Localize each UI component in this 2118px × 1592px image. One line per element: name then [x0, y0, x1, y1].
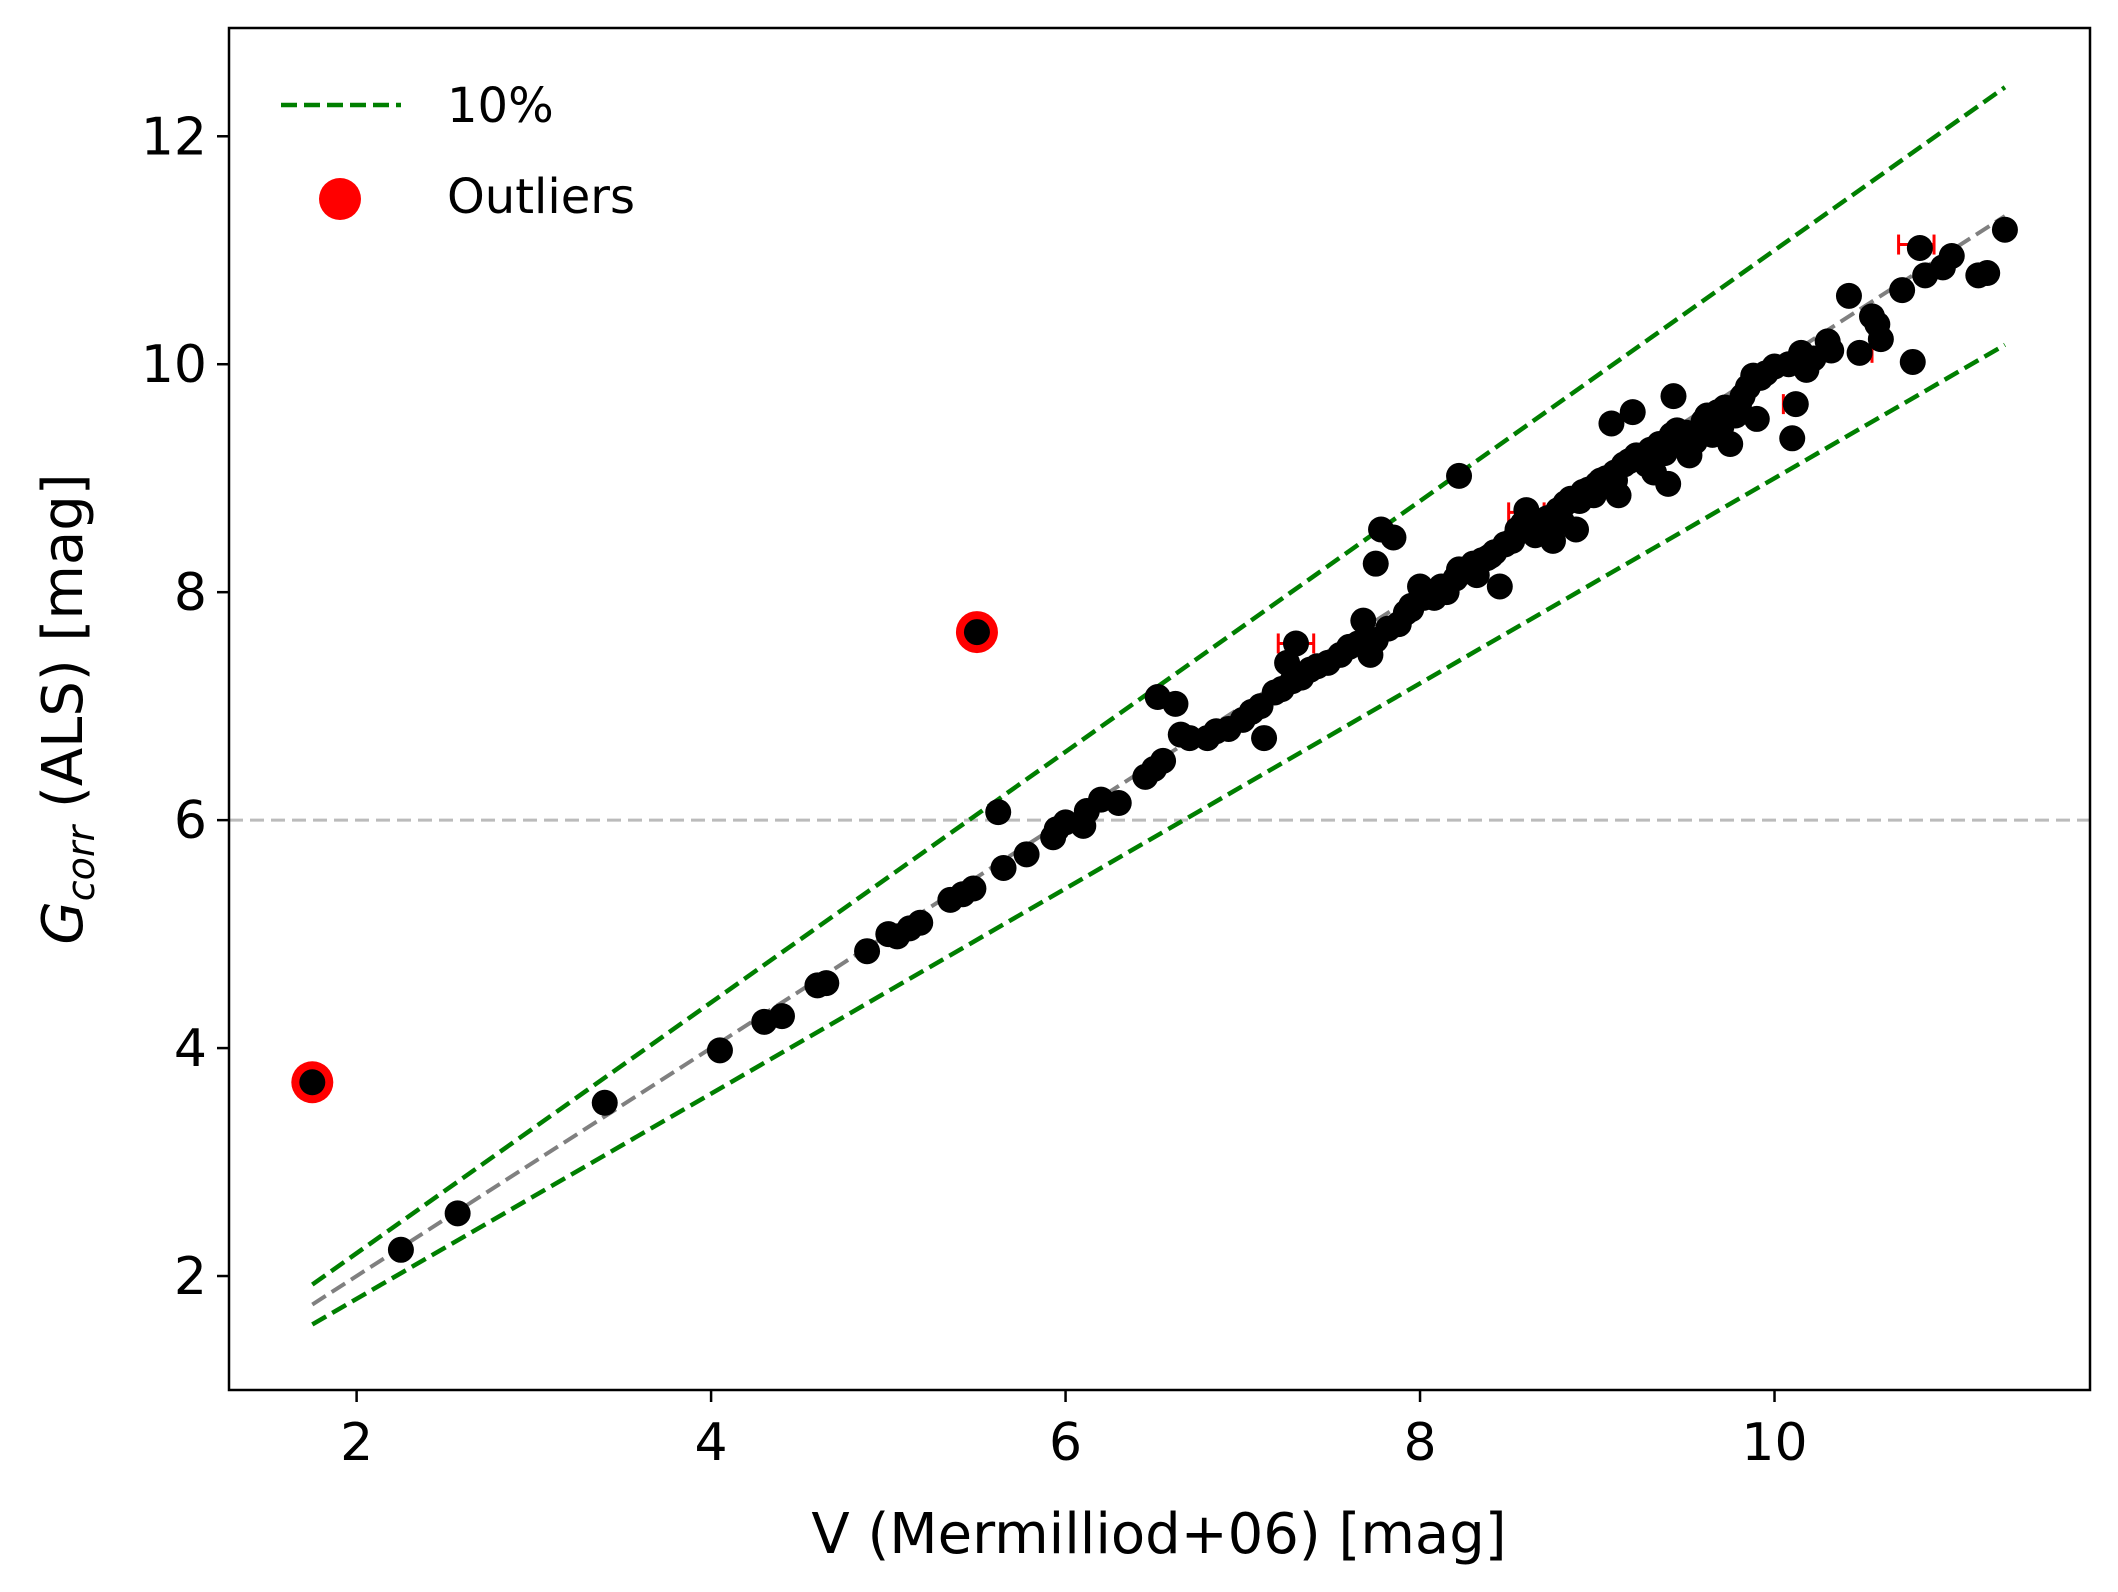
- data-point: [907, 909, 934, 936]
- data-point: [963, 619, 990, 646]
- data-point: [960, 875, 987, 902]
- data-point: [1362, 550, 1389, 577]
- data-point: [1743, 405, 1770, 432]
- data-point: [1282, 630, 1309, 657]
- data-point: [1818, 337, 1845, 364]
- data-point: [1415, 579, 1442, 606]
- legend-label-outliers: Outliers: [447, 169, 635, 225]
- y-axis-label: Gcorr (ALS) [mag]: [31, 473, 103, 944]
- data-point: [1486, 573, 1513, 600]
- y-tick-label: 2: [174, 1247, 207, 1307]
- data-point: [387, 1236, 414, 1263]
- data-point: [1013, 841, 1040, 868]
- data-point: [1704, 399, 1731, 426]
- data-point: [1563, 516, 1590, 543]
- data-point: [1938, 242, 1965, 269]
- x-axis-ticks: 2 4 6 8 10: [340, 1390, 1808, 1473]
- y-tick-label: 4: [174, 1019, 207, 1079]
- data-point: [1889, 277, 1916, 304]
- y-tick-label: 6: [174, 791, 207, 851]
- data-point: [1906, 234, 1933, 261]
- data-point: [444, 1200, 471, 1227]
- data-point: [813, 970, 840, 997]
- data-point: [1105, 790, 1132, 817]
- data-point: [1380, 524, 1407, 551]
- data-point: [1602, 467, 1629, 494]
- data-point: [1251, 725, 1278, 752]
- plot-frame: [227, 26, 2092, 1392]
- data-point: [1619, 399, 1646, 426]
- legend-label-10pct: 10%: [447, 78, 554, 134]
- legend: 10% Outliers: [281, 78, 635, 225]
- data-point: [1350, 607, 1377, 634]
- data-point: [1726, 391, 1753, 418]
- y-axis-label-main: G: [31, 901, 96, 944]
- data-point: [299, 1069, 326, 1096]
- y-tick-label: 10: [141, 335, 207, 395]
- x-tick-label: 6: [1049, 1413, 1082, 1473]
- data-point: [1835, 282, 1862, 309]
- y-axis-ticks: 2 4 6 8 10 12: [141, 107, 229, 1307]
- data-point: [990, 854, 1017, 881]
- data-point: [1974, 260, 2001, 287]
- x-tick-label: 2: [340, 1413, 373, 1473]
- data-point: [1598, 410, 1625, 437]
- data-point: [1580, 482, 1607, 509]
- y-tick-label: 8: [174, 563, 207, 623]
- data-point: [1522, 522, 1549, 549]
- data-point: [1345, 630, 1372, 657]
- data-point: [1633, 451, 1660, 478]
- data-point: [768, 1003, 795, 1030]
- data-point: [1162, 690, 1189, 717]
- data-point: [1846, 339, 1873, 366]
- data-point: [1655, 470, 1682, 497]
- x-tick-label: 8: [1403, 1413, 1436, 1473]
- data-point: [591, 1089, 618, 1116]
- one-to-one-line: [311, 214, 2007, 1307]
- y-axis-label-rest: (ALS) [mag]: [31, 473, 96, 825]
- data-point: [1991, 216, 2018, 243]
- data-point: [854, 938, 881, 965]
- y-axis-label-subscript: corr: [59, 823, 103, 901]
- data-point: [1660, 383, 1687, 410]
- legend-marker-outliers: [319, 178, 361, 220]
- data-point: [1717, 431, 1744, 458]
- y-tick-label: 12: [141, 107, 207, 167]
- data-point: [1398, 592, 1425, 619]
- data-point: [1779, 425, 1806, 452]
- x-tick-label: 4: [695, 1413, 728, 1473]
- x-axis-label: V (Mermilliod+06) [mag]: [811, 1502, 1506, 1567]
- data-point: [1446, 462, 1473, 489]
- data-point: [1469, 547, 1496, 574]
- points-group: [299, 216, 2018, 1263]
- data-point: [1899, 348, 1926, 375]
- ten-percent-lower-line: [311, 342, 2007, 1327]
- data-point: [1782, 391, 1809, 418]
- x-tick-label: 10: [1741, 1413, 1807, 1473]
- data-point: [985, 799, 1012, 826]
- data-point: [706, 1037, 733, 1064]
- data-point: [1664, 431, 1691, 458]
- data-point: [1867, 326, 1894, 353]
- data-point: [1150, 747, 1177, 774]
